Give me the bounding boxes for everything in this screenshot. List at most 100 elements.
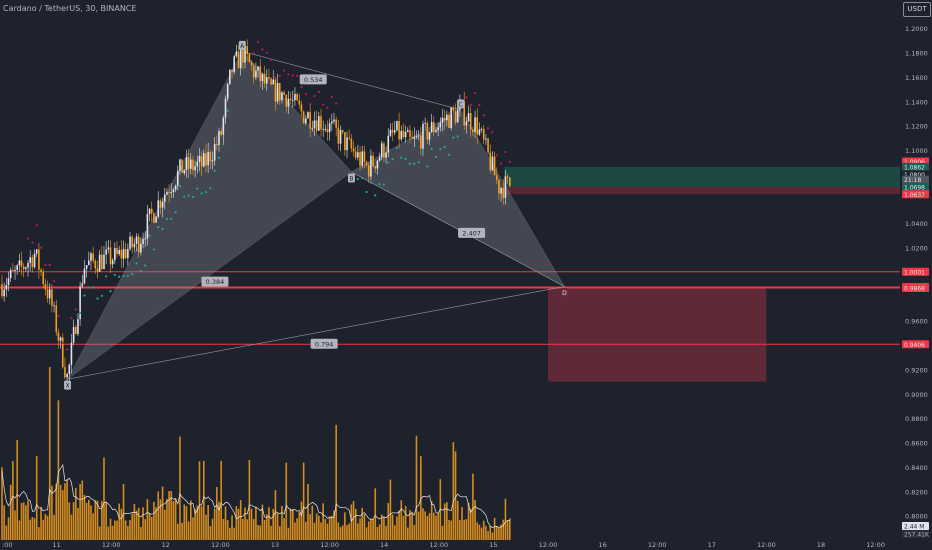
volume-bar	[309, 514, 311, 540]
candle	[318, 112, 320, 132]
volume-bar	[339, 527, 342, 540]
candle	[176, 165, 179, 191]
volume-bar	[469, 508, 472, 540]
candle	[109, 240, 112, 273]
volume-bar	[307, 484, 309, 540]
candle	[105, 241, 107, 265]
volume-bar	[508, 518, 511, 540]
price-tag-4	[902, 182, 929, 191]
candle	[14, 265, 16, 280]
candle	[298, 94, 301, 109]
candle	[487, 137, 489, 155]
candle	[289, 91, 292, 104]
volume-bar	[90, 505, 92, 540]
volume-bar	[322, 503, 324, 540]
candle	[443, 109, 446, 130]
candle	[83, 259, 86, 285]
time-axis: :00 11 12:00 12 12:00 13 12:00 14 12:00 15 12:00 16…	[0, 540, 900, 550]
volume-bar	[268, 507, 270, 540]
volume-bar	[14, 510, 16, 540]
candle	[276, 73, 279, 105]
candle	[70, 333, 73, 374]
volume-bar	[285, 462, 288, 540]
volume-bar	[12, 461, 14, 540]
candle	[211, 151, 214, 170]
volume-bar	[153, 501, 155, 540]
volume-bar	[27, 500, 29, 540]
candle	[57, 328, 60, 349]
candle	[25, 266, 27, 272]
pattern-point-D	[560, 288, 568, 298]
candle	[166, 188, 168, 196]
quote-currency-badge[interactable]: USDT	[903, 2, 931, 17]
volume-bar	[365, 527, 368, 540]
candle	[346, 131, 348, 159]
candle	[383, 141, 385, 162]
candle	[224, 95, 227, 125]
volume-bar	[226, 520, 229, 540]
volume-bar	[413, 524, 416, 540]
volume-bar	[155, 507, 157, 540]
volume-bar	[146, 499, 149, 540]
price-tag-9	[902, 340, 929, 349]
volume-bar	[335, 424, 337, 540]
volume-ma-line	[1, 463, 510, 528]
y-tick-label-7: 1.0400	[905, 220, 928, 228]
volume-bar	[159, 499, 162, 540]
candle	[53, 301, 55, 313]
candle	[376, 159, 379, 175]
candle	[278, 82, 281, 105]
candle	[404, 125, 407, 143]
candle	[179, 158, 181, 175]
volume-bar	[341, 525, 344, 540]
candle	[439, 117, 442, 132]
candle	[85, 265, 88, 278]
candle	[506, 173, 509, 184]
candle	[281, 90, 283, 104]
candle	[150, 201, 153, 222]
candle	[88, 251, 90, 266]
candle	[359, 146, 361, 172]
volume-bar	[1, 467, 3, 540]
candle	[296, 92, 298, 101]
x-tick-label-14: 12:00	[757, 541, 776, 549]
candle	[294, 87, 296, 106]
candle	[107, 239, 110, 254]
volume-bar	[376, 527, 379, 540]
candle	[320, 108, 322, 137]
volume-bar	[411, 511, 413, 540]
candle	[153, 211, 155, 224]
candle	[94, 258, 97, 274]
volume-bar	[459, 520, 461, 540]
candle	[231, 69, 233, 79]
candle	[409, 125, 411, 144]
volume-bar	[350, 504, 353, 540]
volume-bar	[450, 520, 452, 540]
long-target-zone	[504, 166, 900, 187]
volume-bar	[417, 511, 420, 540]
candle	[38, 243, 40, 279]
volume-bar	[352, 500, 355, 540]
candle	[305, 114, 307, 126]
candle	[363, 145, 366, 169]
candle	[322, 120, 324, 138]
x-tick-label-11: 16	[598, 541, 606, 549]
volume-bar	[142, 507, 144, 540]
candle	[64, 357, 66, 380]
volume-bar	[218, 501, 220, 540]
candle	[59, 336, 62, 349]
volume-bar	[274, 490, 277, 540]
pattern-point-label-B: B	[349, 175, 353, 182]
volume-bar	[502, 519, 505, 540]
candle	[48, 283, 51, 305]
candle	[27, 259, 29, 277]
candle	[40, 268, 42, 276]
volume-bar	[114, 520, 116, 540]
candle	[127, 243, 129, 266]
candle	[250, 59, 253, 72]
volume-bar	[144, 519, 147, 540]
volume-bar	[111, 525, 114, 540]
candle	[476, 108, 479, 145]
volume-bar	[313, 522, 316, 540]
